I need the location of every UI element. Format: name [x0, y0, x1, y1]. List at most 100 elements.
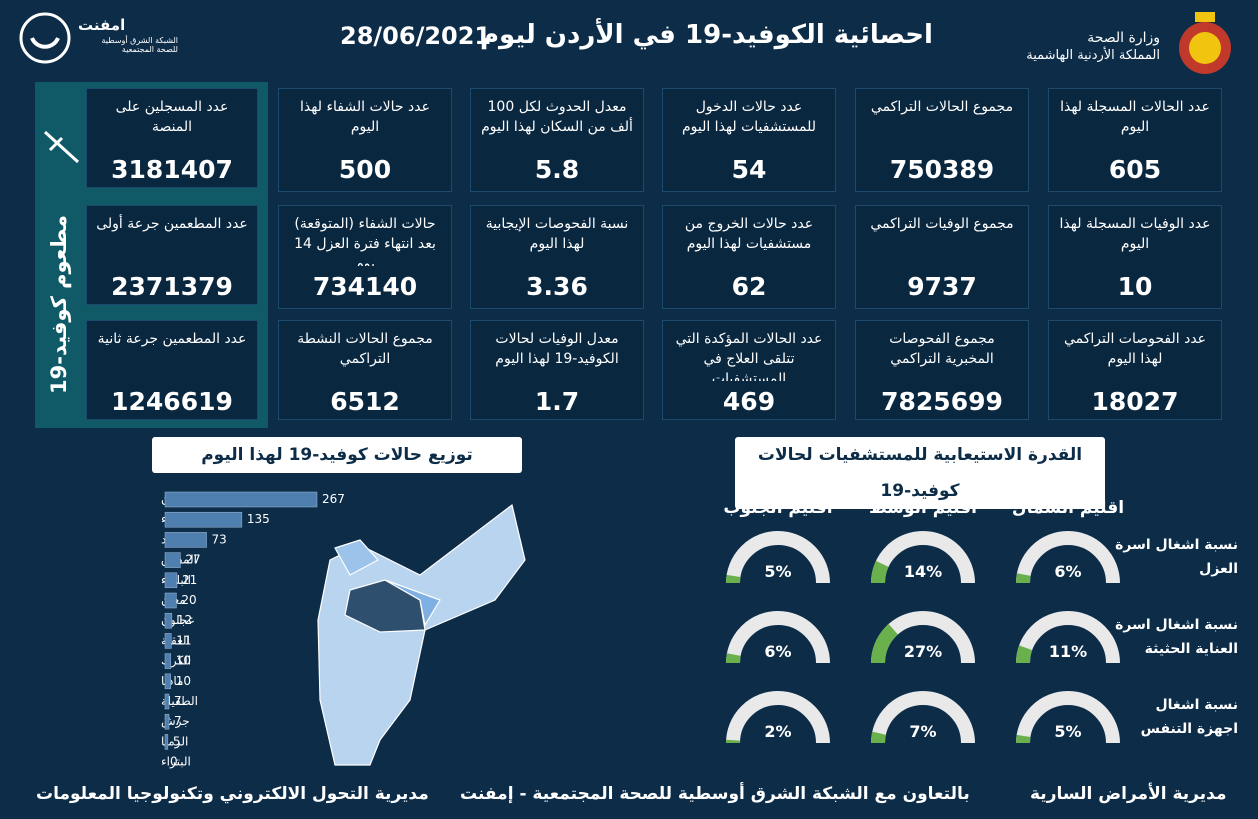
stat-value: 734140	[312, 272, 418, 301]
gauge-fill	[871, 560, 889, 584]
stat-value: 3.36	[526, 272, 588, 301]
row-label: نسبة اشغال اسرة العزل	[1115, 537, 1238, 577]
value-label: 27	[185, 553, 200, 567]
stat-value: 1.7	[534, 387, 580, 416]
jordan-map	[317, 503, 526, 766]
stat-label: عدد الفحوصات التراكمي لهذا اليوم	[1063, 331, 1207, 367]
value-label: 10	[176, 674, 191, 688]
stat-card: عدد الحالات المؤكدة التي تتلقى العلاج في…	[662, 320, 836, 420]
value-label: 12	[177, 613, 192, 627]
stat-value: 62	[731, 272, 767, 301]
gauge-title: القدرة الاستيعابية للمستشفيات لحالات كوف…	[735, 437, 1105, 509]
value-label: 11	[176, 633, 191, 647]
row-label-box: نسبة اشغال اسرة العناية الحثيثة	[1115, 617, 1238, 657]
gauge-fill	[726, 574, 741, 584]
stat-label: مجموع الحالات النشطة التراكمي	[297, 331, 433, 367]
gauge-fill	[871, 623, 899, 664]
gauge-fill	[1016, 645, 1033, 664]
value-label: 10	[176, 654, 191, 668]
page-title: احصائية الكوفيد-19 في الأردن ليوم	[480, 20, 933, 50]
stat-value: 469	[722, 387, 776, 416]
vaccine-label: عدد المطعمين جرعة أولى	[96, 216, 248, 232]
gauge-track	[726, 691, 830, 744]
vaccine-value: 2371379	[111, 272, 233, 301]
stat-card: عدد الحالات المسجلة لهذا اليوم 605	[1048, 88, 1222, 192]
footer-right: مديرية الأمراض السارية	[1030, 784, 1227, 804]
stat-card: نسبة الفحوصات الإيجابية لهذا اليوم 3.36	[470, 205, 644, 309]
value-label: 5	[173, 734, 181, 748]
stat-label: مجموع الفحوصات المخبرية التراكمي	[889, 331, 995, 367]
row-label: نسبة اشغال اسرة العناية الحثيثة	[1115, 617, 1238, 657]
stat-label: عدد الوفيات المسجلة لهذا اليوم	[1059, 216, 1211, 252]
vaccine-title: مطعوم كوفيد-19	[47, 215, 71, 394]
category-label: الطفيلة	[161, 694, 198, 708]
bar	[164, 552, 181, 568]
value-label: 20	[181, 593, 196, 607]
stat-card: عدد الفحوصات التراكمي لهذا اليوم 18027	[1048, 320, 1222, 420]
bar	[164, 612, 173, 629]
value-label: 267	[322, 492, 345, 506]
stat-value: 18027	[1091, 387, 1179, 416]
stat-card: عدد حالات الشفاء لهذا اليوم 500	[278, 88, 452, 192]
gauge-label: 14%	[904, 562, 942, 581]
stat-card: مجموع الحالات النشطة التراكمي 6512	[278, 320, 452, 420]
syringe-icon	[43, 130, 80, 164]
ministry-emblem	[1179, 12, 1231, 74]
stat-value: 10	[1117, 272, 1153, 301]
gauge-label: 27%	[904, 642, 942, 661]
stat-label: معدل الحدوث لكل 100 ألف من السكان لهذا ا…	[481, 99, 633, 135]
category-label: البتراء	[161, 755, 191, 770]
stat-card: مجموع الفحوصات المخبرية التراكمي 7825699	[855, 320, 1029, 420]
gauge-label: 5%	[1054, 722, 1081, 741]
stat-value: 7825699	[881, 387, 1003, 416]
gauge-track	[871, 691, 975, 744]
stat-label: حالات الشفاء (المتوقعة) بعد انتهاء فترة …	[294, 216, 436, 266]
stat-card: معدل الوفيات لحالات الكوفيد-19 لهذا اليو…	[470, 320, 644, 420]
stat-label: مجموع الوفيات التراكمي	[870, 216, 1014, 232]
gauge-track	[726, 611, 830, 664]
value-label: 21	[182, 573, 197, 587]
stat-card: عدد الوفيات المسجلة لهذا اليوم 10	[1048, 205, 1222, 309]
gauge-fill	[1015, 734, 1031, 744]
gauge-track	[871, 531, 975, 584]
bar	[164, 734, 169, 750]
vaccine-label: عدد المطعمين جرعة ثانية	[97, 331, 247, 347]
footer-left: مديرية التحول الالكتروني وتكنولوجيا المع…	[36, 784, 429, 804]
bar-chart-title: توزيع حالات كوفيد-19 لهذا اليوم	[152, 437, 522, 473]
bar	[164, 713, 170, 730]
stat-label: نسبة الفحوصات الإيجابية لهذا اليوم	[485, 216, 629, 252]
bar	[164, 592, 177, 609]
stat-value: 6512	[330, 387, 400, 416]
logo-subtitle: الشبكة الشرق أوسطية للصحة المجتمعية	[101, 36, 178, 54]
stat-card: عدد حالات الدخول للمستشفيات لهذا اليوم 54	[662, 88, 836, 192]
stat-card: مجموع الوفيات التراكمي 9737	[855, 205, 1029, 309]
stat-label: عدد الحالات المؤكدة التي تتلقى العلاج في…	[675, 331, 823, 381]
gauge-label: 11%	[1049, 642, 1087, 661]
stat-value: 500	[338, 155, 392, 184]
gauge-track	[1016, 531, 1120, 584]
stat-card: مجموع الحالات التراكمي 750389	[855, 88, 1029, 192]
kingdom-name: المملكة الأردنية الهاشمية	[1026, 48, 1160, 63]
stat-card: معدل الحدوث لكل 100 ألف من السكان لهذا ا…	[470, 88, 644, 192]
stat-value: 54	[731, 155, 767, 184]
stat-label: عدد حالات الشفاء لهذا اليوم	[300, 99, 430, 135]
gauge-label: 5%	[764, 562, 791, 581]
stat-card: عدد حالات الخروج من مستشفيات لهذا اليوم 6…	[662, 205, 836, 309]
bar	[164, 491, 318, 508]
stat-card: حالات الشفاء (المتوقعة) بعد انتهاء فترة …	[278, 205, 452, 309]
stat-value: 605	[1108, 155, 1162, 184]
vaccine-value: 3181407	[111, 155, 233, 184]
vaccine-card: عدد المطعمين جرعة ثانية 1246619	[86, 320, 258, 420]
value-label: 0	[170, 755, 178, 769]
bar	[164, 633, 172, 649]
gauge-track	[726, 531, 830, 584]
footer-center: بالتعاون مع الشبكة الشرق أوسطية للصحة ال…	[460, 784, 970, 804]
row-label-box: نسبة اشغال اجهزة التنفس	[1140, 697, 1238, 737]
gauge-fill	[1016, 573, 1031, 584]
row-label: نسبة اشغال اجهزة التنفس	[1140, 697, 1238, 737]
row-label-box: نسبة اشغال اسرة العزل	[1115, 537, 1238, 577]
gauge-label: 7%	[909, 722, 936, 741]
stat-value: 5.8	[534, 155, 580, 184]
value-label: 73	[212, 532, 227, 546]
vaccine-label: عدد المسجلين على المنصة	[115, 99, 229, 135]
